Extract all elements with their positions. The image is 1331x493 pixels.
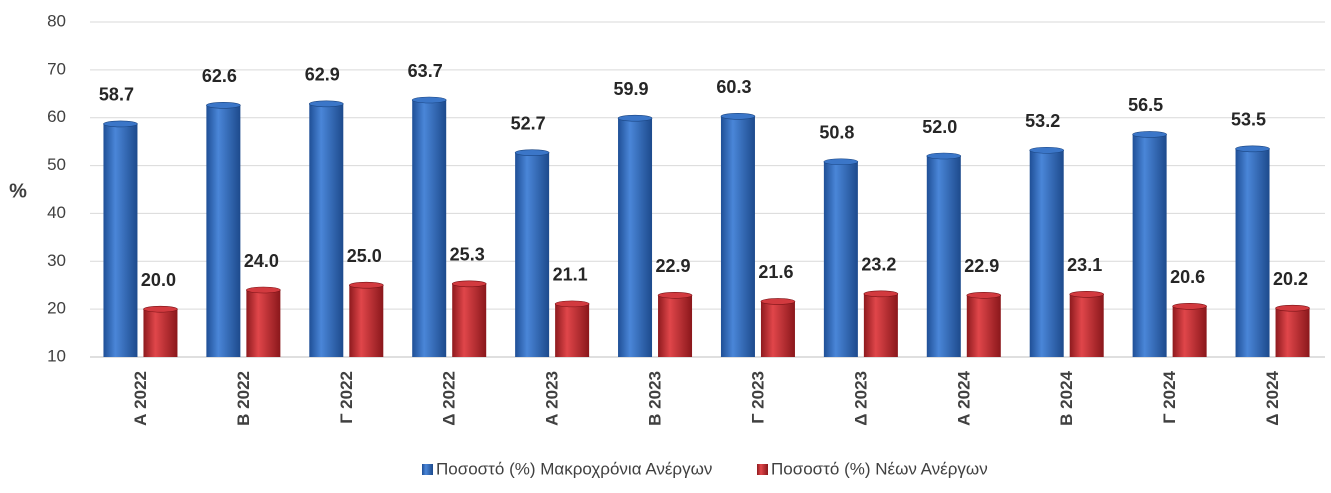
y-axis-title: % <box>9 180 27 202</box>
bar <box>555 303 590 357</box>
legend-swatch <box>757 464 768 475</box>
data-label: 21.6 <box>758 262 793 282</box>
data-label: 23.2 <box>861 255 896 275</box>
bar <box>206 105 241 358</box>
y-tick-label: 40 <box>47 203 66 222</box>
bar-top <box>1029 146 1065 154</box>
bar-top <box>823 158 859 166</box>
bar <box>863 293 898 357</box>
data-label: 53.5 <box>1231 110 1266 130</box>
bar <box>618 118 653 357</box>
data-label: 58.7 <box>99 85 134 105</box>
y-tick-label: 60 <box>47 107 66 126</box>
data-label: 20.0 <box>141 270 176 290</box>
y-tick-label: 20 <box>47 299 66 318</box>
y-tick-label: 30 <box>47 251 66 270</box>
data-label: 59.9 <box>614 79 649 99</box>
bar-top <box>657 291 693 299</box>
bar-top <box>206 101 241 109</box>
data-label: 20.2 <box>1273 269 1308 289</box>
bar-top <box>926 152 962 160</box>
bar <box>103 123 138 357</box>
bar <box>823 161 858 357</box>
data-label: 24.0 <box>244 251 279 271</box>
data-label: 52.0 <box>922 117 957 137</box>
bar <box>966 295 1001 357</box>
data-label: 52.7 <box>511 113 546 133</box>
bar <box>1132 134 1167 357</box>
x-tick-label: Β 2024 <box>1057 370 1076 425</box>
bar-top <box>348 281 384 289</box>
bar <box>1069 294 1104 357</box>
data-label: 53.2 <box>1025 111 1060 131</box>
bar-top <box>1132 131 1167 138</box>
bar-top <box>1172 302 1207 310</box>
y-tick-label: 50 <box>47 155 66 174</box>
bar-top <box>514 149 550 156</box>
bar-top <box>617 114 653 122</box>
x-tick-label: Β 2022 <box>234 371 253 426</box>
data-label: 20.6 <box>1170 267 1205 287</box>
data-label: 56.5 <box>1128 95 1163 115</box>
x-tick-label: Β 2023 <box>646 371 665 426</box>
bar <box>1235 148 1270 357</box>
bar <box>720 116 755 358</box>
x-tick-label: Γ 2024 <box>1160 370 1179 423</box>
data-label: 23.1 <box>1067 255 1102 275</box>
data-label: 63.7 <box>408 61 443 81</box>
x-tick-label: Δ 2022 <box>440 371 459 426</box>
x-tick-label: Γ 2022 <box>337 371 356 424</box>
bar <box>760 301 795 357</box>
bar-top <box>451 280 487 288</box>
bar-top <box>1235 145 1270 153</box>
bar-top <box>143 305 178 313</box>
bar-top <box>103 120 138 128</box>
bar <box>1029 150 1064 357</box>
data-label: 21.1 <box>553 265 588 285</box>
legend-swatch <box>422 464 433 475</box>
x-tick-label: Δ 2023 <box>851 371 870 426</box>
bar <box>1172 306 1207 357</box>
x-tick-label: Α 2022 <box>131 371 150 426</box>
y-tick-label: 70 <box>47 59 66 78</box>
bar-top <box>411 96 447 104</box>
bar <box>309 103 344 357</box>
y-tick-label: 10 <box>47 346 66 365</box>
bar-top <box>308 100 344 108</box>
bar <box>143 309 178 357</box>
bar-top <box>966 291 1002 299</box>
bar-top <box>863 290 899 298</box>
data-label: 22.9 <box>656 256 691 276</box>
bar-top <box>554 300 590 308</box>
x-tick-label: Α 2023 <box>543 371 562 426</box>
y-tick-label: 80 <box>47 11 66 30</box>
bar <box>926 156 961 357</box>
bar-top <box>720 112 756 120</box>
legend-label: Ποσοστό (%) Μακροχρόνια Ανέργων <box>436 459 712 478</box>
x-tick-label: Α 2024 <box>954 370 973 425</box>
data-label: 25.0 <box>347 246 382 266</box>
bar <box>658 295 693 357</box>
data-label: 60.3 <box>716 77 751 97</box>
bar <box>246 290 281 357</box>
x-tick-label: Δ 2024 <box>1263 370 1282 425</box>
bar <box>515 152 550 357</box>
bar-top <box>1069 291 1105 298</box>
bar <box>1275 308 1310 357</box>
legend-label: Ποσοστό (%) Νέων Ανέργων <box>771 459 988 478</box>
bar <box>349 285 384 357</box>
data-label: 22.9 <box>964 256 999 276</box>
data-label: 62.6 <box>202 66 237 86</box>
bar <box>412 100 447 357</box>
data-label: 62.9 <box>305 65 340 85</box>
bar <box>452 283 487 357</box>
data-label: 25.3 <box>450 245 485 265</box>
x-tick-label: Γ 2023 <box>748 371 767 424</box>
bar-top <box>246 286 281 294</box>
data-label: 50.8 <box>819 122 854 142</box>
bar-top <box>1275 304 1310 312</box>
bar-top <box>760 298 796 305</box>
